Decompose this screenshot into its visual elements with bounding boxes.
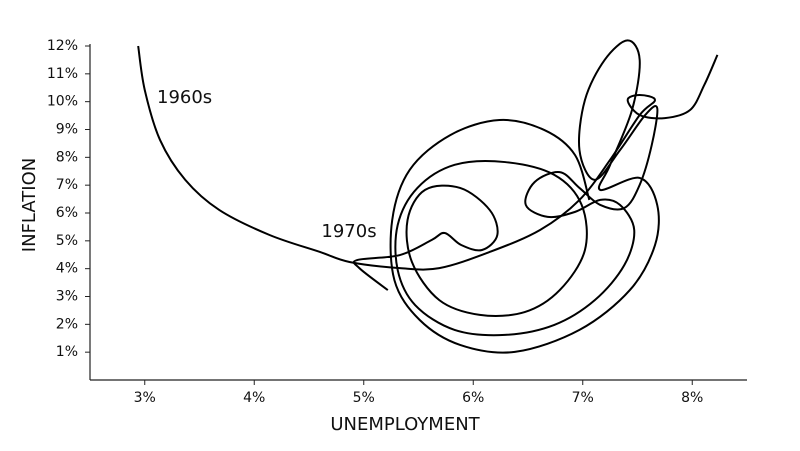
y-tick-label: 8% — [56, 149, 78, 165]
x-axis-title: UNEMPLOYMENT — [330, 414, 480, 435]
line — [137, 45, 719, 271]
y-tick-label: 4% — [56, 261, 78, 277]
y-tick-label: 12% — [47, 38, 78, 54]
x-tick-label: 6% — [462, 390, 484, 406]
y-tick-label: 1% — [56, 344, 78, 360]
series-label: 1970s — [321, 221, 376, 242]
y-axis-title: INFLATION — [19, 158, 40, 252]
y-tick-label: 6% — [56, 205, 78, 221]
line — [352, 39, 660, 354]
y-tick-label: 9% — [56, 122, 78, 138]
y-tick-label: 2% — [56, 316, 78, 332]
x-tick-label: 7% — [572, 390, 594, 406]
y-tick-label: 5% — [56, 233, 78, 249]
x-tick-label: 8% — [681, 390, 703, 406]
y-tick-label: 3% — [56, 289, 78, 305]
x-tick-label: 3% — [134, 390, 156, 406]
y-tick-label: 10% — [47, 94, 78, 110]
y-tick-label: 11% — [47, 66, 78, 82]
y-tick-label: 7% — [56, 177, 78, 193]
x-tick-label: 4% — [243, 390, 265, 406]
series-label: 1960s — [157, 87, 212, 108]
x-tick-label: 5% — [353, 390, 375, 406]
